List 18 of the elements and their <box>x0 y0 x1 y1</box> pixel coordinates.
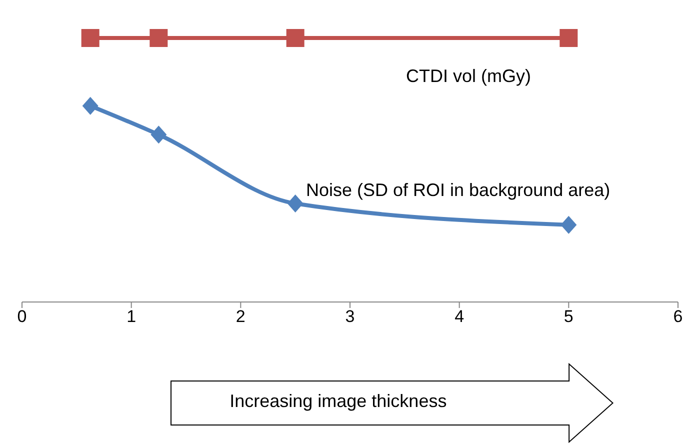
point <box>560 29 578 47</box>
text: Increasing image thickness <box>230 391 447 412</box>
x-tick-label: 6 <box>673 307 683 326</box>
x-tick-label: 5 <box>564 307 574 326</box>
point <box>81 29 100 47</box>
x-tick-label: 4 <box>454 307 464 326</box>
x-tick-label: 2 <box>236 307 246 326</box>
point <box>150 126 167 144</box>
point <box>82 96 98 115</box>
x-tick-label: 3 <box>345 307 355 326</box>
series-label: CTDI vol (mGy) <box>406 66 531 87</box>
point <box>287 194 304 213</box>
x-tick-label: 1 <box>126 307 136 326</box>
point <box>150 29 168 47</box>
point <box>560 216 577 234</box>
x-tick-label: 0 <box>17 307 27 326</box>
series-label: Noise (SD of ROI in background area) <box>306 180 610 201</box>
point <box>286 29 304 47</box>
